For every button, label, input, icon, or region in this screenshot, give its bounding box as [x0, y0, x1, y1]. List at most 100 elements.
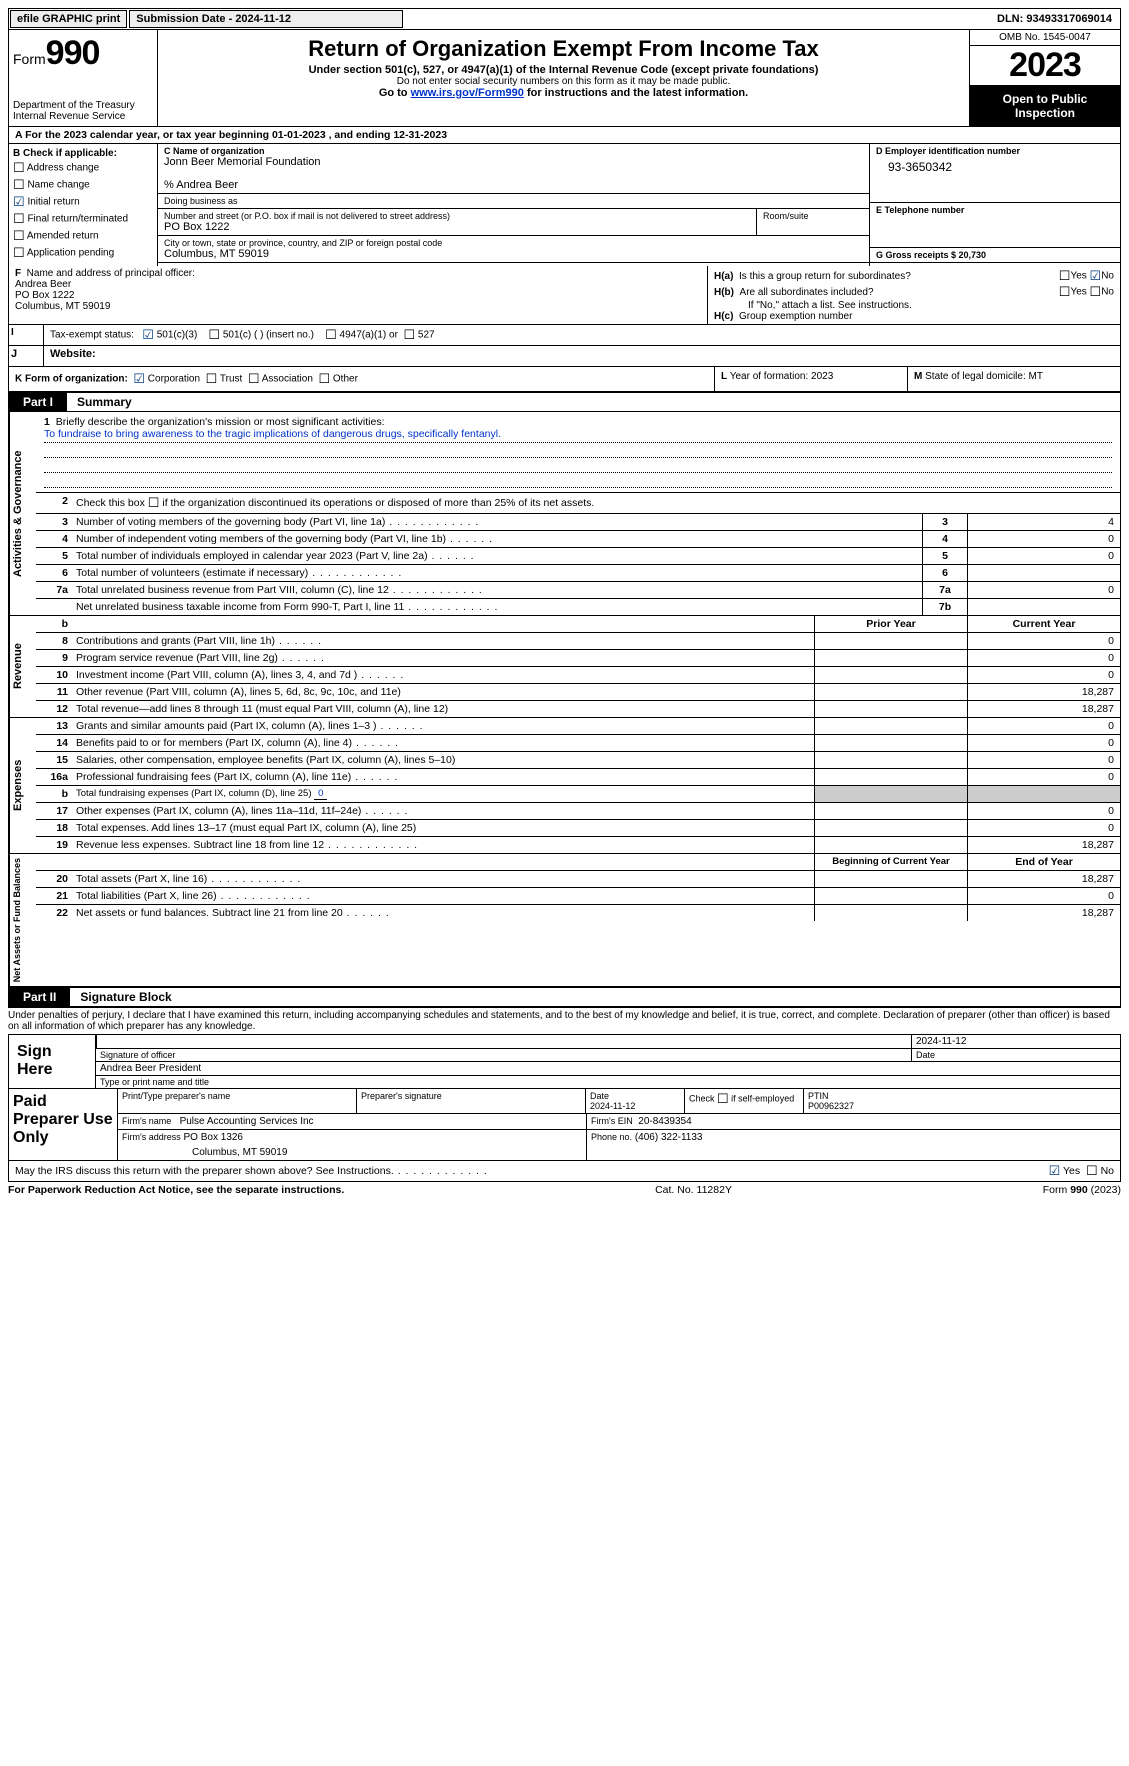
part1-header: Part I Summary: [8, 392, 1121, 412]
city-label: City or town, state or province, country…: [164, 238, 863, 248]
line18: Total expenses. Add lines 13–17 (must eq…: [72, 820, 814, 836]
mission-block: 1 1 Briefly describe the organization's …: [36, 412, 1120, 492]
dept-label: Department of the Treasury Internal Reve…: [13, 100, 153, 122]
officer-name-title: Andrea Beer President: [96, 1062, 1120, 1075]
tax-period: A For the 2023 calendar year, or tax yea…: [8, 127, 1121, 144]
checkbox-checked-icon[interactable]: ☑: [133, 371, 145, 386]
line7b: Net unrelated business taxable income fr…: [72, 599, 922, 615]
line15: Salaries, other compensation, employee b…: [72, 752, 814, 768]
checkbox-icon[interactable]: ☐: [13, 160, 25, 175]
summary-expenses: Expenses 13Grants and similar amounts pa…: [8, 718, 1121, 854]
tax-year: 2023: [970, 46, 1120, 86]
year-formation: L Year of formation: 2023: [715, 367, 908, 391]
checkbox-icon[interactable]: ☐: [208, 327, 220, 342]
summary-netassets: Net Assets or Fund Balances Beginning of…: [8, 854, 1121, 987]
sign-here-label: Sign Here: [9, 1035, 96, 1088]
paid-preparer-label: Paid Preparer Use Only: [9, 1089, 118, 1160]
line22: Net assets or fund balances. Subtract li…: [72, 905, 814, 921]
declaration: Under penalties of perjury, I declare th…: [8, 1007, 1121, 1034]
ein-label: D Employer identification number: [876, 146, 1114, 156]
checkbox-icon[interactable]: ☐: [148, 495, 160, 510]
omb-number: OMB No. 1545-0047: [970, 30, 1120, 46]
checkbox-icon[interactable]: ☐: [13, 245, 25, 260]
checkbox-icon[interactable]: ☐: [1090, 284, 1102, 299]
goto-link-row: Go to www.irs.gov/Form990 for instructio…: [162, 87, 965, 99]
irs-link[interactable]: www.irs.gov/Form990: [411, 87, 524, 99]
checkbox-icon[interactable]: ☐: [248, 371, 260, 386]
line17: Other expenses (Part IX, column (A), lin…: [72, 803, 814, 819]
line4: Number of independent voting members of …: [72, 531, 922, 547]
checkbox-icon[interactable]: ☐: [403, 327, 415, 342]
sign-here-block: Sign Here 2024-11-12 Signature of office…: [8, 1034, 1121, 1089]
efile-print-button[interactable]: efile GRAPHIC print: [10, 10, 127, 28]
city: Columbus, MT 59019: [164, 248, 863, 260]
part2-header: Part II Signature Block: [8, 987, 1121, 1007]
phone-label: E Telephone number: [876, 205, 1114, 215]
summary-governance: Activities & Governance 1 1 Briefly desc…: [8, 412, 1121, 616]
line14: Benefits paid to or for members (Part IX…: [72, 735, 814, 751]
line6: Total number of volunteers (estimate if …: [72, 565, 922, 581]
officer-group-row: F F Name and address of principal office…: [8, 266, 1121, 325]
checkbox-checked-icon[interactable]: ☑: [13, 194, 25, 209]
checkbox-icon[interactable]: ☐: [1059, 268, 1071, 283]
hc-label: H(c) Group exemption number: [714, 311, 1114, 322]
checkbox-icon[interactable]: ☐: [325, 327, 337, 342]
line12: Total revenue—add lines 8 through 11 (mu…: [72, 701, 814, 717]
officer-name: Andrea Beer: [15, 279, 701, 290]
line16a: Professional fundraising fees (Part IX, …: [72, 769, 814, 785]
dba-label: Doing business as: [164, 196, 863, 206]
checkbox-icon[interactable]: ☐: [13, 228, 25, 243]
dln-label: DLN: 93493317069014: [989, 11, 1120, 27]
street: PO Box 1222: [164, 221, 750, 233]
page-footer: For Paperwork Reduction Act Notice, see …: [8, 1182, 1121, 1198]
line11: Other revenue (Part VIII, column (A), li…: [72, 684, 814, 700]
summary-revenue: Revenue bPrior YearCurrent Year 8Contrib…: [8, 616, 1121, 718]
form-header: Form990 Department of the Treasury Inter…: [8, 30, 1121, 127]
vtab-netassets: Net Assets or Fund Balances: [9, 854, 36, 986]
paid-preparer-block: Paid Preparer Use Only Print/Type prepar…: [8, 1089, 1121, 1161]
hb-note: If "No," attach a list. See instructions…: [714, 300, 1114, 311]
top-bar: efile GRAPHIC print Submission Date - 20…: [8, 8, 1121, 30]
line3: Number of voting members of the governin…: [72, 514, 922, 530]
vtab-expenses: Expenses: [9, 718, 36, 853]
k-l-m-row: K Form of organization: ☑ Corporation ☐ …: [8, 367, 1121, 392]
line7a: Total unrelated business revenue from Pa…: [72, 582, 922, 598]
line8: Contributions and grants (Part VIII, lin…: [72, 633, 814, 649]
checkbox-checked-icon[interactable]: ☑: [1090, 268, 1102, 283]
care-of: % Andrea Beer: [164, 179, 863, 191]
line16b: Total fundraising expenses (Part IX, col…: [72, 786, 814, 802]
line21: Total liabilities (Part X, line 26): [72, 888, 814, 904]
org-name-label: C Name of organization: [164, 146, 863, 156]
submission-date-button[interactable]: Submission Date - 2024-11-12: [129, 10, 403, 28]
line19: Revenue less expenses. Subtract line 18 …: [72, 837, 814, 853]
mission-text: To fundraise to bring awareness to the t…: [44, 428, 1112, 443]
officer-label: F F Name and address of principal office…: [15, 268, 701, 279]
i-label: I: [9, 325, 44, 345]
entity-section: B Check if applicable: ☐ Address change …: [8, 144, 1121, 266]
checkbox-icon[interactable]: ☐: [318, 371, 330, 386]
website-label: Website:: [44, 346, 1120, 366]
line13: Grants and similar amounts paid (Part IX…: [72, 718, 814, 734]
checkbox-checked-icon[interactable]: ☑: [142, 327, 154, 342]
vtab-governance: Activities & Governance: [9, 412, 36, 615]
street-label: Number and street (or P.O. box if mail i…: [164, 211, 750, 221]
form-number: Form990: [13, 34, 153, 73]
form-title: Return of Organization Exempt From Incom…: [162, 36, 965, 62]
checkbox-icon[interactable]: ☐: [13, 177, 25, 192]
vtab-revenue: Revenue: [9, 616, 36, 717]
ein: 93-3650342: [876, 156, 1114, 174]
ssn-warning: Do not enter social security numbers on …: [162, 76, 965, 87]
checkbox-icon[interactable]: ☐: [717, 1091, 729, 1106]
column-b-checkboxes: B Check if applicable: ☐ Address change …: [9, 144, 158, 266]
checkbox-icon[interactable]: ☐: [1086, 1163, 1098, 1178]
subtitle: Under section 501(c), 527, or 4947(a)(1)…: [162, 64, 965, 76]
checkbox-icon[interactable]: ☐: [1059, 284, 1071, 299]
officer-street: PO Box 1222: [15, 290, 701, 301]
line5: Total number of individuals employed in …: [72, 548, 922, 564]
checkbox-icon[interactable]: ☐: [206, 371, 218, 386]
line20: Total assets (Part X, line 16): [72, 871, 814, 887]
line10: Investment income (Part VIII, column (A)…: [72, 667, 814, 683]
checkbox-checked-icon[interactable]: ☑: [1049, 1163, 1061, 1178]
officer-city: Columbus, MT 59019: [15, 301, 701, 312]
checkbox-icon[interactable]: ☐: [13, 211, 25, 226]
